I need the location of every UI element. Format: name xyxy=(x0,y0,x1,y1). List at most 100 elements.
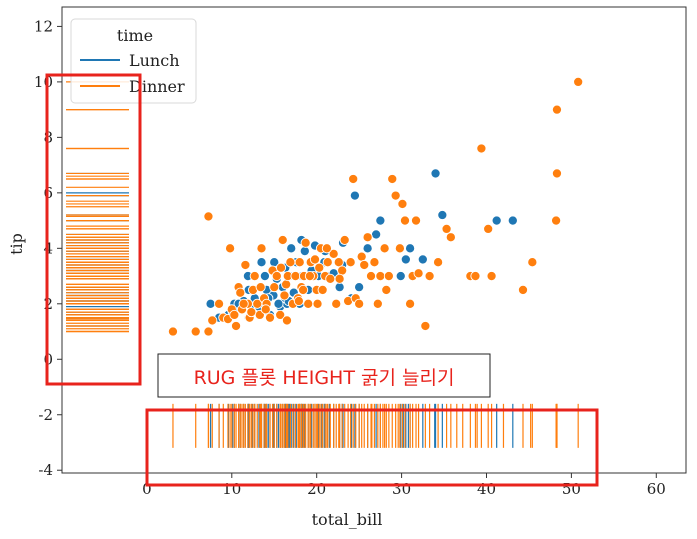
point-dinner xyxy=(240,259,251,271)
scatter-points-layer xyxy=(167,76,584,337)
point-dinner xyxy=(486,271,497,282)
point-lunch xyxy=(349,190,360,201)
x-tick-label: 0 xyxy=(142,480,152,498)
point-lunch xyxy=(273,298,284,309)
point-dinner xyxy=(230,320,242,332)
point-dinner xyxy=(207,315,218,326)
point-dinner xyxy=(281,279,292,290)
point-dinner xyxy=(255,282,266,293)
point-dinner xyxy=(573,76,584,87)
point-lunch xyxy=(507,215,518,226)
point-lunch xyxy=(417,254,428,265)
point-dinner xyxy=(354,298,365,309)
point-dinner xyxy=(325,273,336,284)
point-dinner xyxy=(445,232,456,243)
legend-title: time xyxy=(117,26,153,45)
highlight-boxes xyxy=(45,73,599,487)
point-dinner xyxy=(271,271,282,282)
point-dinner xyxy=(203,326,214,337)
x-rug-highlight-box xyxy=(145,408,599,487)
point-dinner xyxy=(337,265,348,276)
point-dinner xyxy=(281,315,293,326)
legend-lunch-label: Lunch xyxy=(129,51,180,70)
point-dinner xyxy=(394,243,405,254)
point-dinner xyxy=(260,304,271,315)
point-dinner xyxy=(235,287,246,298)
point-dinner xyxy=(298,284,309,295)
point-dinner xyxy=(339,234,350,246)
point-dinner xyxy=(290,271,301,282)
annotation-text: RUG 플롯 HEIGHT 굵기 늘리기 xyxy=(194,367,455,389)
annotation: RUG 플롯 HEIGHT 굵기 늘리기 xyxy=(157,353,491,398)
point-dinner xyxy=(328,248,339,259)
point-dinner xyxy=(372,298,383,309)
point-dinner xyxy=(190,326,201,337)
point-lunch xyxy=(259,271,270,282)
point-dinner xyxy=(279,290,290,301)
point-dinner xyxy=(293,295,304,307)
point-dinner xyxy=(551,168,563,179)
point-dinner xyxy=(256,243,267,254)
point-lunch xyxy=(405,243,416,254)
point-dinner xyxy=(269,282,280,293)
point-dinner xyxy=(317,284,328,295)
point-lunch xyxy=(256,257,267,268)
point-dinner xyxy=(238,298,249,309)
y-rug-highlight-box xyxy=(45,73,142,386)
point-dinner xyxy=(303,298,314,309)
point-dinner xyxy=(551,104,563,115)
point-dinner xyxy=(390,190,401,201)
point-dinner xyxy=(359,259,370,271)
point-lunch xyxy=(491,215,502,226)
point-lunch xyxy=(286,243,297,254)
point-dinner xyxy=(420,320,431,332)
point-dinner xyxy=(275,262,287,273)
point-dinner xyxy=(229,309,240,320)
point-lunch xyxy=(299,246,310,257)
point-dinner xyxy=(476,143,487,154)
point-lunch xyxy=(354,282,365,293)
x-tick-label: 30 xyxy=(392,480,411,498)
point-lunch xyxy=(371,229,382,240)
point-dinner xyxy=(246,307,257,318)
point-lunch xyxy=(395,271,406,282)
legend-box xyxy=(70,18,197,104)
x-axis-label: total_bill xyxy=(312,510,383,529)
point-dinner xyxy=(321,243,332,254)
point-dinner xyxy=(356,251,367,262)
point-dinner xyxy=(413,268,424,279)
x-tick-label: 10 xyxy=(222,480,241,498)
point-dinner xyxy=(300,237,311,248)
point-dinner xyxy=(322,257,333,268)
y-tick-label: 12 xyxy=(34,17,53,35)
legend: time Lunch Dinner xyxy=(70,18,197,104)
point-dinner xyxy=(348,173,359,185)
point-dinner xyxy=(225,243,236,254)
point-dinner xyxy=(424,271,435,282)
point-dinner xyxy=(365,271,377,282)
point-dinner xyxy=(334,273,345,284)
y-axis-label: tip xyxy=(7,233,26,255)
point-dinner xyxy=(309,254,321,265)
point-dinner xyxy=(214,298,225,309)
x-tick-label: 40 xyxy=(477,480,496,498)
point-dinner xyxy=(551,215,562,226)
point-lunch xyxy=(362,243,373,254)
point-dinner xyxy=(331,298,342,309)
point-dinner xyxy=(333,257,344,268)
point-dinner xyxy=(383,271,394,282)
point-dinner xyxy=(483,223,494,234)
point-dinner xyxy=(375,271,386,282)
point-dinner xyxy=(264,312,276,323)
point-dinner xyxy=(304,271,315,282)
annotation-box xyxy=(157,353,491,398)
point-dinner xyxy=(369,257,380,268)
point-lunch xyxy=(375,215,386,226)
x-tick-label: 60 xyxy=(647,480,666,498)
point-dinner xyxy=(314,262,325,273)
point-dinner xyxy=(167,326,179,337)
point-dinner xyxy=(275,309,286,320)
point-dinner xyxy=(249,271,260,282)
point-dinner xyxy=(527,257,538,268)
